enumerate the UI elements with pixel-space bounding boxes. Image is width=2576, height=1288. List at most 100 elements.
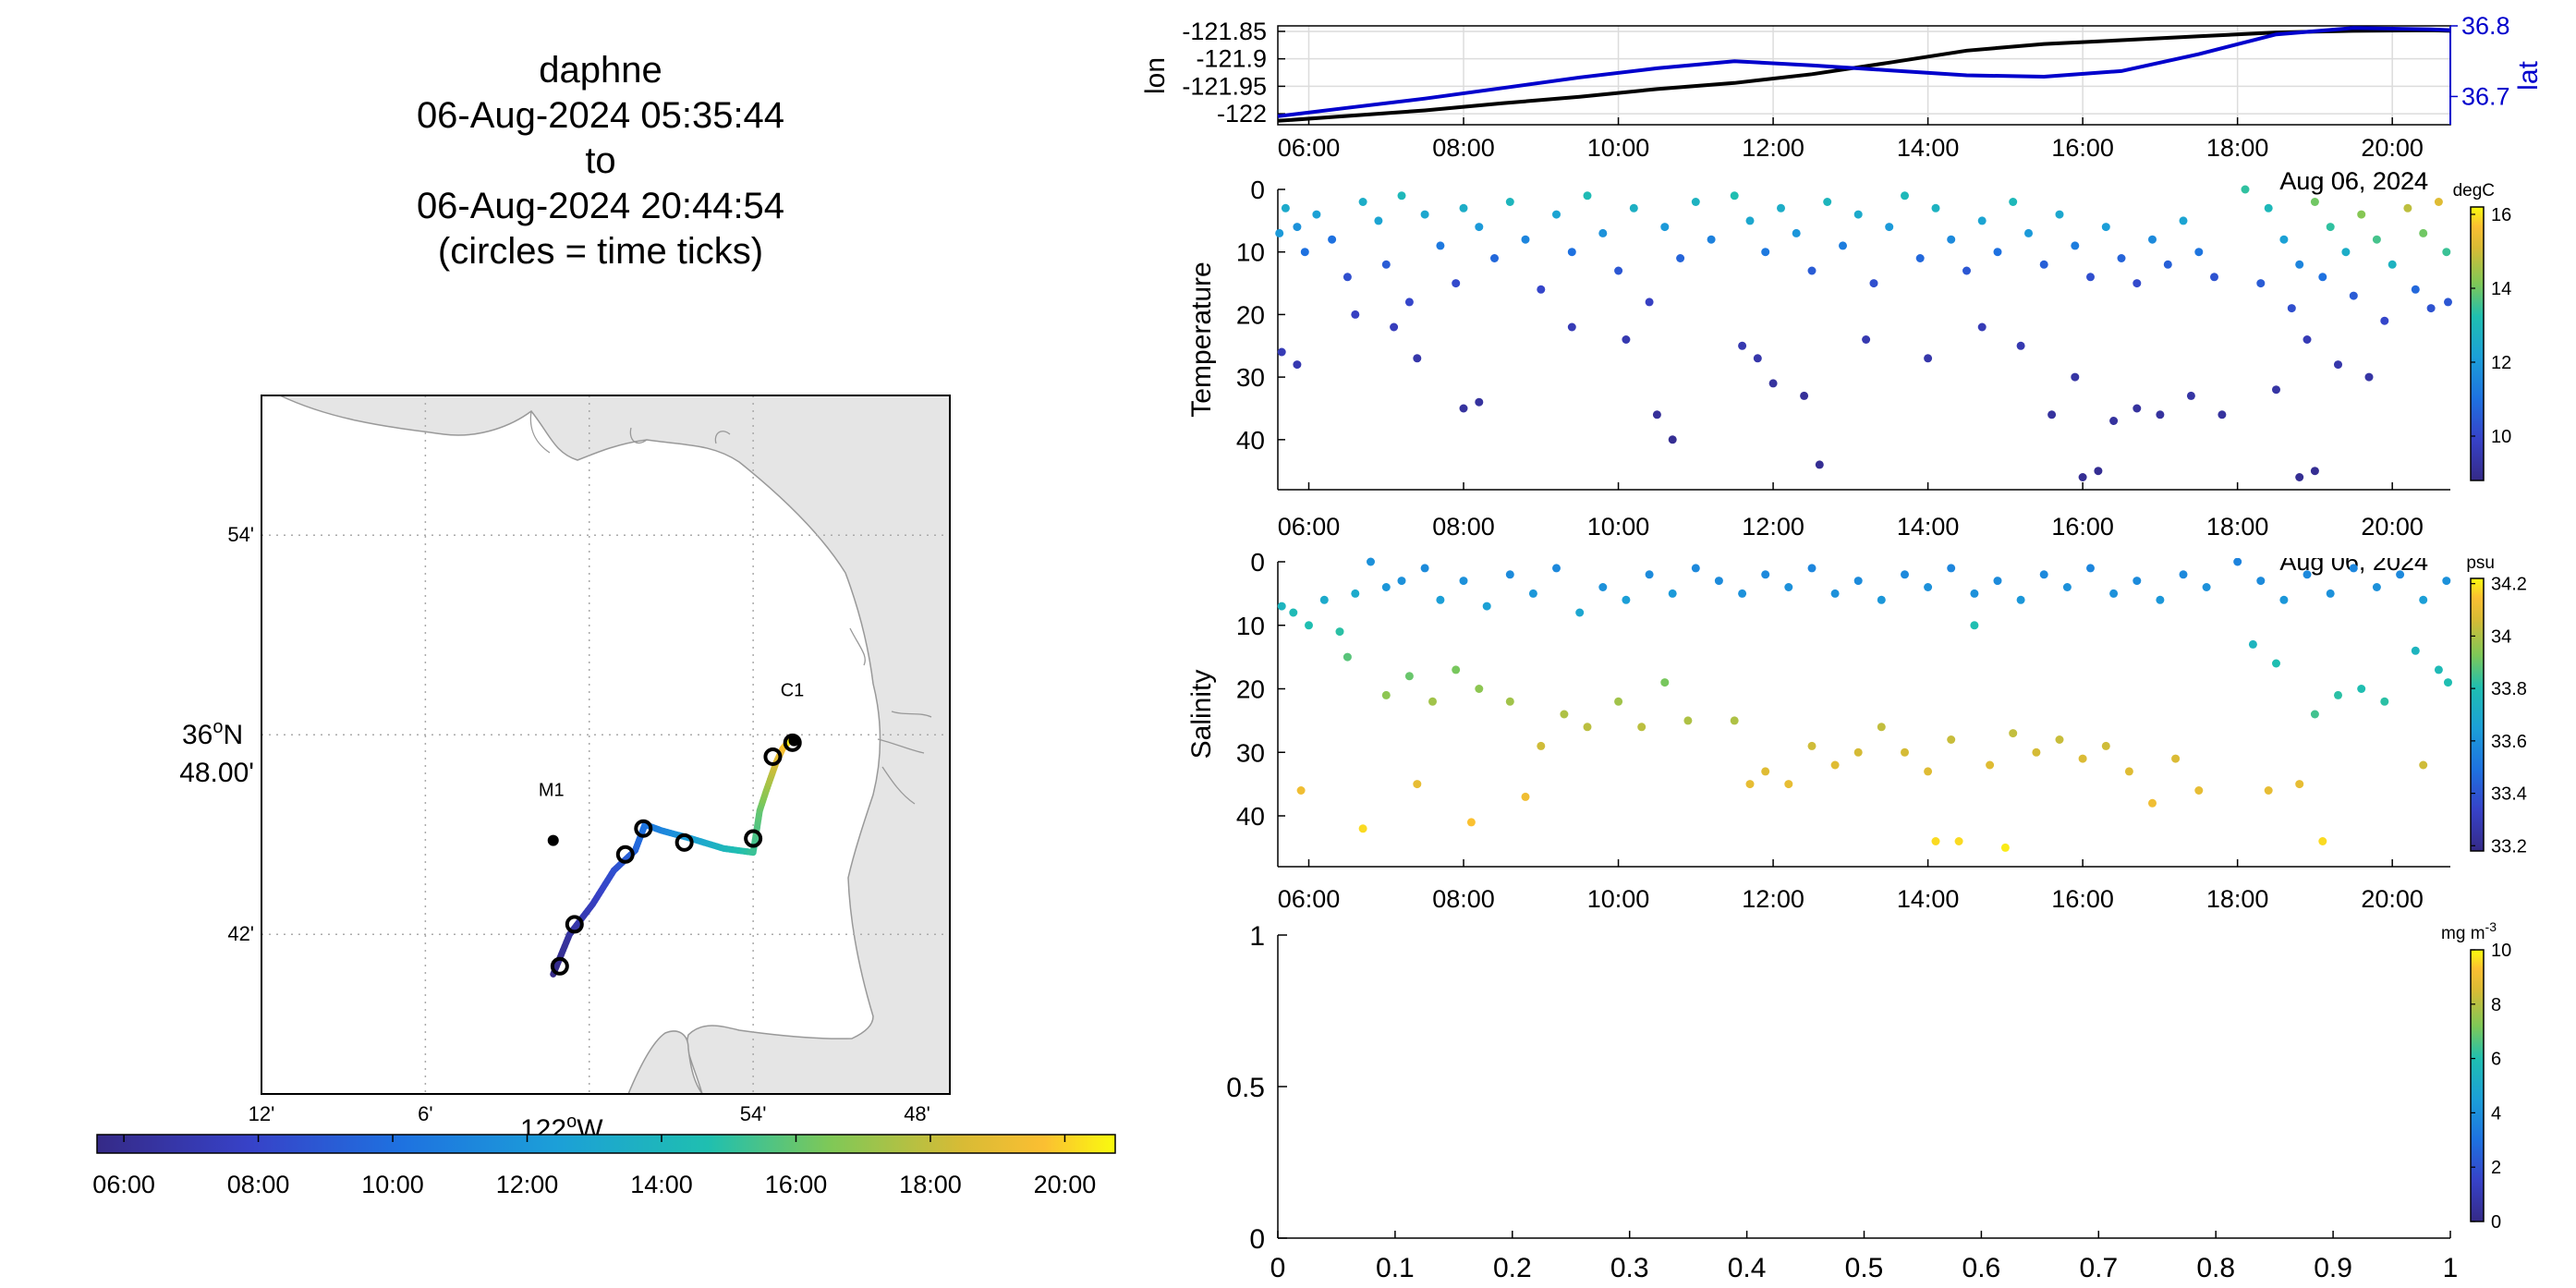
time-colorbar-tick-label: 14:00 bbox=[630, 1171, 693, 1198]
data-point bbox=[2094, 467, 2103, 476]
data-point bbox=[1436, 241, 1445, 250]
data-point bbox=[1931, 203, 1940, 213]
colorbar-tick-label: 33.2 bbox=[2491, 836, 2527, 857]
data-point bbox=[1381, 583, 1391, 591]
data-point bbox=[1505, 697, 1514, 706]
data-point bbox=[2372, 235, 2381, 244]
data-point bbox=[1784, 780, 1793, 789]
data-point bbox=[1293, 360, 1302, 370]
colorbar-gradient bbox=[2470, 577, 2485, 852]
y-tick-label: 10 bbox=[1236, 612, 1265, 640]
data-point bbox=[1815, 460, 1824, 469]
data-point bbox=[1622, 335, 1631, 344]
data-point bbox=[1761, 248, 1770, 257]
land-mass bbox=[279, 395, 951, 1095]
time-tick-circle bbox=[763, 747, 783, 766]
map-x-center-degree: o bbox=[566, 1112, 577, 1132]
x-tick-label: 08:00 bbox=[1432, 134, 1495, 162]
data-point bbox=[1853, 210, 1863, 219]
data-point bbox=[2411, 285, 2420, 294]
x-tick-label: 0.5 bbox=[1845, 1253, 1884, 1283]
y-tick-label: 0.5 bbox=[1226, 1073, 1265, 1103]
data-point bbox=[1660, 223, 1670, 232]
data-point bbox=[1351, 310, 1360, 319]
data-point bbox=[2272, 659, 2280, 668]
data-point bbox=[1413, 354, 1422, 363]
map-x-tick-label: 48' bbox=[904, 1102, 930, 1125]
data-point bbox=[1404, 298, 1414, 307]
x-tick-label: 16:00 bbox=[2051, 885, 2114, 913]
data-point bbox=[2156, 595, 2165, 604]
time-colorbar-gradient bbox=[96, 1134, 1116, 1154]
station-label: C1 bbox=[781, 681, 805, 701]
y-right-tick-label: 36.8 bbox=[2461, 12, 2510, 40]
x-tick-label: 14:00 bbox=[1897, 885, 1960, 913]
data-point bbox=[2039, 570, 2048, 579]
data-point bbox=[2256, 279, 2266, 288]
data-point bbox=[2009, 198, 2018, 206]
colorbar-unit-sup: -3 bbox=[2485, 919, 2497, 934]
stations: M1 C1 bbox=[539, 681, 804, 846]
colorbar-tick-label: 33.4 bbox=[2491, 784, 2527, 805]
data-point bbox=[2233, 557, 2242, 566]
map-gridlines bbox=[261, 395, 950, 1094]
data-point bbox=[1567, 322, 1576, 332]
data-point bbox=[2442, 248, 2451, 257]
data-point bbox=[2124, 767, 2133, 776]
time-colorbar-tick-label: 10:00 bbox=[361, 1171, 424, 1198]
data-point bbox=[1475, 223, 1484, 232]
data-point bbox=[1537, 285, 1546, 294]
data-point bbox=[1730, 716, 1739, 725]
data-point bbox=[1652, 410, 1661, 419]
data-point bbox=[1869, 279, 1878, 288]
data-point bbox=[1622, 595, 1631, 604]
data-point bbox=[1901, 570, 1909, 579]
y-tick-label: 0 bbox=[1249, 1224, 1265, 1255]
lon-lat-panel: 06:00 08:00 10:00 12:00 14:00 16:00 18:00 20:00… bbox=[1140, 12, 2544, 195]
data-point bbox=[1877, 723, 1886, 732]
figure-title: daphne 06-Aug-2024 05:35:44 to 06-Aug-20… bbox=[277, 48, 924, 274]
data-point bbox=[2078, 754, 2087, 763]
data-point bbox=[1521, 792, 1530, 801]
data-point bbox=[2132, 279, 2142, 288]
x-tick-label: 10:00 bbox=[1587, 134, 1650, 162]
data-point bbox=[1436, 595, 1445, 604]
data-point bbox=[2426, 304, 2436, 313]
x-tick-label: 0.9 bbox=[2314, 1253, 2352, 1283]
data-point bbox=[2411, 646, 2420, 655]
data-point bbox=[2062, 583, 2072, 591]
data-point bbox=[1420, 210, 1429, 219]
data-point bbox=[1275, 228, 1284, 237]
data-point bbox=[1714, 577, 1723, 586]
x-tick-label: 18:00 bbox=[2206, 134, 2269, 162]
data-point bbox=[1683, 716, 1693, 725]
date-label-mask bbox=[2199, 541, 2439, 558]
data-point bbox=[2194, 786, 2204, 795]
y-tick-label: 40 bbox=[1236, 802, 1265, 831]
time-tick-circle bbox=[783, 733, 802, 752]
data-point bbox=[2101, 741, 2110, 750]
x-tick-label: 12:00 bbox=[1742, 513, 1804, 541]
data-point bbox=[2148, 235, 2157, 244]
colorbar-tick-label: 34 bbox=[2491, 626, 2511, 647]
data-point bbox=[1668, 435, 1677, 444]
data-point bbox=[1490, 254, 1499, 262]
time-tick-circles bbox=[550, 733, 802, 976]
empty-panel: 0 0.1 0.2 0.3 0.4 0.5 0.6 0.7 0.8 0.9 100.51024681… bbox=[1226, 919, 2511, 1283]
data-point bbox=[2156, 410, 2165, 419]
time-tick-circle bbox=[615, 844, 635, 864]
x-tick-label: 0.7 bbox=[2079, 1253, 2118, 1283]
data-point bbox=[1637, 723, 1646, 732]
x-tick-label: 0.3 bbox=[1610, 1253, 1649, 1283]
data-point bbox=[2310, 710, 2319, 719]
data-point bbox=[2009, 729, 2018, 738]
data-point bbox=[1466, 818, 1476, 827]
data-point bbox=[1289, 608, 1298, 617]
data-point bbox=[2388, 260, 2397, 269]
data-point bbox=[1901, 191, 1909, 200]
data-point bbox=[1800, 391, 1809, 400]
data-point bbox=[1413, 780, 1422, 789]
data-point bbox=[2132, 404, 2142, 413]
data-point bbox=[1954, 837, 1963, 845]
y-tick-label: 0 bbox=[1250, 176, 1265, 204]
